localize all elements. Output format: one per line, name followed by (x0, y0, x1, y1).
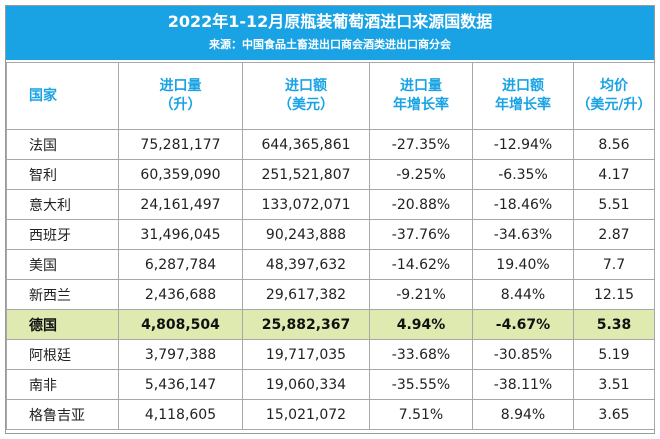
title-banner: 2022年1-12月原瓶装葡萄酒进口来源国数据 来源：中国食品土畜进出口商会酒类… (6, 6, 654, 60)
column-header-line2: 年增长率 (495, 97, 551, 113)
table-row: 南非 5,436,147 19,060,334 -35.55% -38.11% … (6, 369, 655, 400)
column-header-line1: 进口额 (285, 78, 327, 94)
table-row: 智利 60,359,090 251,521,807 -9.25% -6.35% … (6, 159, 655, 190)
cell-avg-price: 5.19 (573, 339, 655, 370)
cell-country: 新西兰 (6, 279, 119, 310)
cell-country: 智利 (6, 159, 119, 190)
cell-value: 48,397,632 (242, 249, 370, 280)
column-header-line1: 均价 (600, 78, 628, 94)
cell-value-growth: 8.94% (472, 399, 574, 430)
cell-volume-growth: -20.88% (369, 189, 473, 220)
cell-country: 法国 (6, 129, 119, 160)
cell-value-growth: -30.85% (472, 339, 574, 370)
table-title: 2022年1-12月原瓶装葡萄酒进口来源国数据 (167, 12, 493, 31)
cell-avg-price: 5.51 (573, 189, 655, 220)
cell-value-growth: -4.67% (472, 309, 574, 340)
cell-country: 意大利 (6, 189, 119, 220)
cell-value-growth: -38.11% (472, 369, 574, 400)
cell-avg-price: 2.87 (573, 219, 655, 250)
wine-import-table: 国家 进口量 （升） 进口额 （美元） 进口量年增长率 进口额年增长率 均价 （美元/… (6, 62, 655, 430)
cell-volume: 60,359,090 (118, 159, 243, 190)
cell-volume: 2,436,688 (118, 279, 243, 310)
cell-country: 格鲁吉亚 (6, 399, 119, 430)
column-header-line2: （美元） (278, 97, 334, 113)
cell-volume-growth: -35.55% (369, 369, 473, 400)
header-row: 国家 进口量 （升） 进口额 （美元） 进口量年增长率 进口额年增长率 均价 （美元/… (6, 62, 655, 130)
cell-country: 美国 (6, 249, 119, 280)
cell-value: 19,717,035 (242, 339, 370, 370)
table-row: 新西兰 2,436,688 29,617,382 -9.21% 8.44% 12… (6, 279, 655, 310)
cell-avg-price: 8.56 (573, 129, 655, 160)
column-header-line1: 进口额 (502, 78, 544, 94)
cell-volume: 75,281,177 (118, 129, 243, 160)
cell-avg-price: 5.38 (573, 309, 655, 340)
cell-volume: 31,496,045 (118, 219, 243, 250)
table-row: 美国 6,287,784 48,397,632 -14.62% 19.40% 7… (6, 249, 655, 280)
cell-volume-growth: 4.94% (369, 309, 473, 340)
cell-value-growth: 19.40% (472, 249, 574, 280)
cell-value-growth: -12.94% (472, 129, 574, 160)
column-header-value: 进口额 （美元） (242, 62, 370, 130)
table-row-highlighted: 德国 4,808,504 25,882,367 4.94% -4.67% 5.3… (6, 309, 655, 340)
column-header-label: 国家 (29, 87, 57, 104)
column-header-line2: 年增长率 (393, 97, 449, 113)
cell-country: 阿根廷 (6, 339, 119, 370)
cell-value: 25,882,367 (242, 309, 370, 340)
cell-avg-price: 3.51 (573, 369, 655, 400)
cell-value: 19,060,334 (242, 369, 370, 400)
cell-country: 西班牙 (6, 219, 119, 250)
column-header-volume: 进口量 （升） (118, 62, 243, 130)
cell-value: 15,021,072 (242, 399, 370, 430)
cell-avg-price: 3.65 (573, 399, 655, 430)
cell-avg-price: 12.15 (573, 279, 655, 310)
cell-volume: 3,797,388 (118, 339, 243, 370)
cell-volume: 5,436,147 (118, 369, 243, 400)
cell-volume-growth: -9.21% (369, 279, 473, 310)
cell-value-growth: -6.35% (472, 159, 574, 190)
cell-value-growth: 8.44% (472, 279, 574, 310)
cell-volume-growth: -14.62% (369, 249, 473, 280)
cell-country: 德国 (6, 309, 119, 340)
column-header-volume-growth: 进口量 年增长率 (369, 62, 473, 130)
table-row: 法国 75,281,177 644,365,861 -27.35% -12.94… (6, 129, 655, 160)
cell-value: 251,521,807 (242, 159, 370, 190)
cell-volume: 4,808,504 (118, 309, 243, 340)
cell-value: 90,243,888 (242, 219, 370, 250)
table-row: 西班牙 31,496,045 90,243,888 -37.76% -34.63… (6, 219, 655, 250)
column-header-line2: （升） (159, 97, 202, 113)
column-header-avg-price: 均价 （美元/升） (573, 62, 655, 130)
table-row: 意大利 24,161,497 133,072,071 -20.88% -18.4… (6, 189, 655, 220)
cell-value-growth: -18.46% (472, 189, 574, 220)
cell-volume-growth: -9.25% (369, 159, 473, 190)
table-row: 格鲁吉亚 4,118,605 15,021,072 7.51% 8.94% 3.… (6, 399, 655, 430)
source-note: 来源：中国食品土畜进出口商会酒类进出口商分会 (209, 38, 451, 51)
table-row: 阿根廷 3,797,388 19,717,035 -33.68% -30.85%… (6, 339, 655, 370)
cell-volume-growth: 7.51% (369, 399, 473, 430)
cell-volume: 24,161,497 (118, 189, 243, 220)
cell-country: 南非 (6, 369, 119, 400)
data-table-card: 2022年1-12月原瓶装葡萄酒进口来源国数据 来源：中国食品土畜进出口商会酒类… (5, 5, 655, 434)
cell-value: 29,617,382 (242, 279, 370, 310)
cell-volume: 6,287,784 (118, 249, 243, 280)
column-header-country: 国家 (6, 62, 119, 130)
cell-value-growth: -34.63% (472, 219, 574, 250)
cell-avg-price: 7.7 (573, 249, 655, 280)
cell-volume-growth: -37.76% (369, 219, 473, 250)
column-header-value-growth: 进口额 年增长率 (472, 62, 574, 130)
cell-volume-growth: -27.35% (369, 129, 473, 160)
cell-avg-price: 4.17 (573, 159, 655, 190)
column-header-line1: 进口量 (159, 78, 202, 94)
column-header-line1: 进口量 (400, 78, 442, 94)
cell-volume-growth: -33.68% (369, 339, 473, 370)
cell-volume: 4,118,605 (118, 399, 243, 430)
cell-value: 133,072,071 (242, 189, 370, 220)
cell-value: 644,365,861 (242, 129, 370, 160)
column-header-line2: （美元/升） (576, 97, 652, 113)
